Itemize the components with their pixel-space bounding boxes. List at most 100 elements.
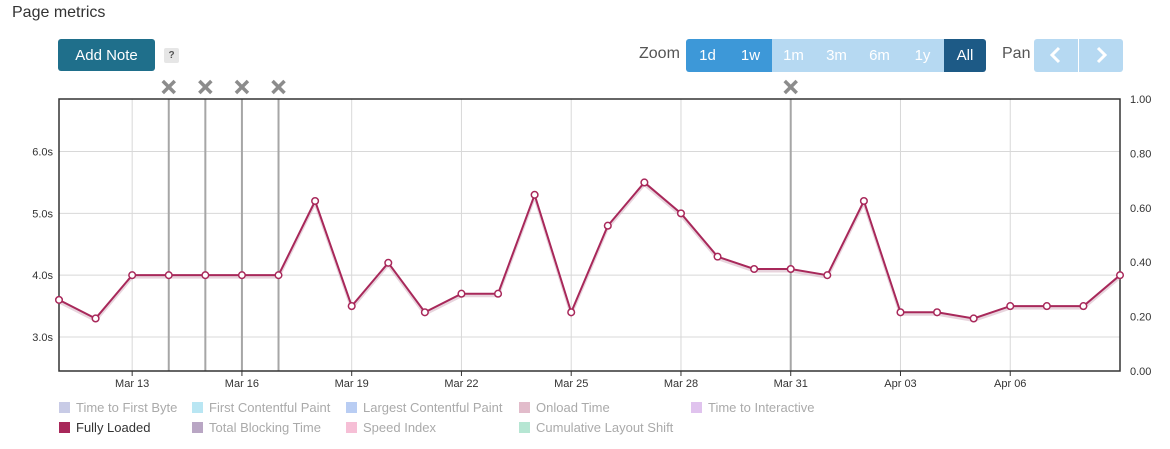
legend-item[interactable]: First Contentful Paint: [192, 400, 330, 415]
data-point[interactable]: [91, 314, 100, 323]
legend-label: Onload Time: [536, 400, 610, 415]
close-icon[interactable]: [271, 79, 286, 95]
data-point[interactable]: [676, 209, 686, 218]
data-point[interactable]: [567, 308, 576, 317]
data-point[interactable]: [1079, 302, 1088, 311]
legend-swatch: [59, 402, 70, 413]
pan-left-button[interactable]: [1034, 39, 1078, 72]
x-axis: Mar 13 Mar 16 Mar 19 Mar 22 Mar 25 Mar 28 Mar …: [115, 371, 1026, 390]
series-shadow: [58, 182, 1121, 323]
series-line: [58, 181, 1121, 320]
x-tick-label: Mar 31: [774, 378, 808, 390]
y-axis-right: 0.00 0.20 0.40 0.60 0.80 1.00: [1130, 94, 1151, 378]
x-tick-label: Mar 22: [444, 378, 478, 390]
x-tick-label: Mar 28: [664, 378, 698, 390]
zoom-all-button[interactable]: All: [944, 39, 986, 72]
data-point[interactable]: [493, 289, 503, 298]
data-point[interactable]: [859, 196, 868, 206]
legend-label: Total Blocking Time: [209, 420, 321, 435]
close-icon-stroke: [234, 79, 250, 95]
chevron-left-icon: [1049, 46, 1061, 64]
data-point[interactable]: [347, 302, 356, 311]
legend-swatch: [519, 422, 530, 433]
data-point[interactable]: [1115, 271, 1125, 280]
legend-item[interactable]: Onload Time: [519, 400, 610, 415]
x-tick-label: Apr 06: [994, 378, 1026, 390]
close-icon[interactable]: [783, 79, 798, 95]
data-point[interactable]: [603, 221, 612, 230]
close-icon[interactable]: [234, 79, 250, 95]
legend-item[interactable]: Time to Interactive: [691, 400, 814, 415]
x-tick-label: Mar 13: [115, 378, 149, 390]
legend-swatch: [346, 422, 357, 433]
zoom-button-group: 1d 1w 1m 3m 6m 1y All: [686, 39, 986, 72]
data-point[interactable]: [1006, 302, 1015, 311]
notes-layer: [161, 79, 798, 371]
grid-layer: [59, 99, 1120, 371]
data-point[interactable]: [384, 258, 393, 267]
data-point[interactable]: [420, 308, 429, 317]
y-right-tick-label: 0.80: [1130, 148, 1151, 160]
close-icon-stroke: [198, 79, 213, 95]
data-point[interactable]: [164, 271, 173, 280]
zoom-1w-button[interactable]: 1w: [729, 39, 772, 72]
zoom-6m-button[interactable]: 6m: [858, 39, 901, 72]
zoom-1y-button[interactable]: 1y: [901, 39, 944, 72]
legend-item[interactable]: Total Blocking Time: [192, 420, 321, 435]
data-point[interactable]: [237, 271, 246, 280]
legend-label: First Contentful Paint: [209, 400, 331, 415]
data-point[interactable]: [969, 314, 978, 323]
data-point[interactable]: [823, 271, 832, 280]
y-left-tick-label: 3.0s: [32, 332, 53, 344]
pan-right-button[interactable]: [1079, 39, 1123, 72]
page-title: Page metrics: [12, 4, 106, 21]
x-tick-label: Mar 25: [554, 378, 588, 390]
legend-item[interactable]: Cumulative Layout Shift: [519, 420, 673, 435]
close-icon-stroke: [271, 79, 286, 95]
data-point[interactable]: [933, 308, 942, 317]
legend-swatch: [192, 402, 203, 413]
data-point[interactable]: [530, 190, 539, 199]
legend-label: Cumulative Layout Shift: [536, 420, 674, 435]
y-axis-left: 3.0s 4.0s 5.0s 6.0s: [32, 147, 53, 344]
legend-swatch: [519, 402, 530, 413]
add-note-button[interactable]: Add Note: [58, 39, 155, 71]
zoom-label: Zoom: [639, 45, 680, 62]
close-icon[interactable]: [198, 79, 213, 95]
data-point[interactable]: [1042, 302, 1051, 311]
legend-item[interactable]: Time to First Byte: [59, 400, 177, 415]
data-point[interactable]: [786, 264, 795, 274]
data-point[interactable]: [457, 289, 466, 298]
data-point[interactable]: [128, 271, 137, 280]
zoom-1m-button[interactable]: 1m: [772, 39, 815, 72]
legend-item[interactable]: Largest Contentful Paint: [346, 400, 502, 415]
legend-item[interactable]: Fully Loaded: [59, 420, 150, 435]
y-left-tick-label: 5.0s: [32, 208, 53, 220]
data-point[interactable]: [750, 264, 759, 274]
y-right-tick-label: 0.40: [1130, 257, 1151, 269]
x-tick-label: Mar 19: [335, 378, 369, 390]
page-metrics-chart[interactable]: 3.0s 4.0s 5.0s 6.0s 0.00 0.20 0.40 0.60 0.80 1.0…: [0, 0, 1170, 395]
data-point[interactable]: [201, 271, 210, 280]
close-icon-stroke: [783, 79, 798, 95]
zoom-3m-button[interactable]: 3m: [815, 39, 858, 72]
data-point[interactable]: [896, 308, 905, 317]
data-point[interactable]: [274, 271, 283, 280]
close-icon[interactable]: [161, 79, 176, 95]
zoom-1d-button[interactable]: 1d: [686, 39, 729, 72]
legend-item[interactable]: Speed Index: [346, 420, 436, 435]
data-point[interactable]: [54, 295, 64, 304]
legend-label: Fully Loaded: [76, 420, 151, 435]
pan-label: Pan: [1002, 45, 1031, 62]
y-right-tick-label: 1.00: [1130, 94, 1151, 106]
data-point[interactable]: [311, 196, 320, 206]
help-icon[interactable]: ?: [164, 48, 179, 63]
series-layer: [54, 178, 1125, 323]
legend-label: Largest Contentful Paint: [363, 400, 503, 415]
legend-swatch: [192, 422, 203, 433]
legend-swatch: [346, 402, 357, 413]
data-point[interactable]: [713, 252, 722, 261]
data-point[interactable]: [640, 178, 649, 187]
chevron-right-icon: [1096, 46, 1108, 64]
y-right-tick-label: 0.00: [1130, 366, 1151, 378]
